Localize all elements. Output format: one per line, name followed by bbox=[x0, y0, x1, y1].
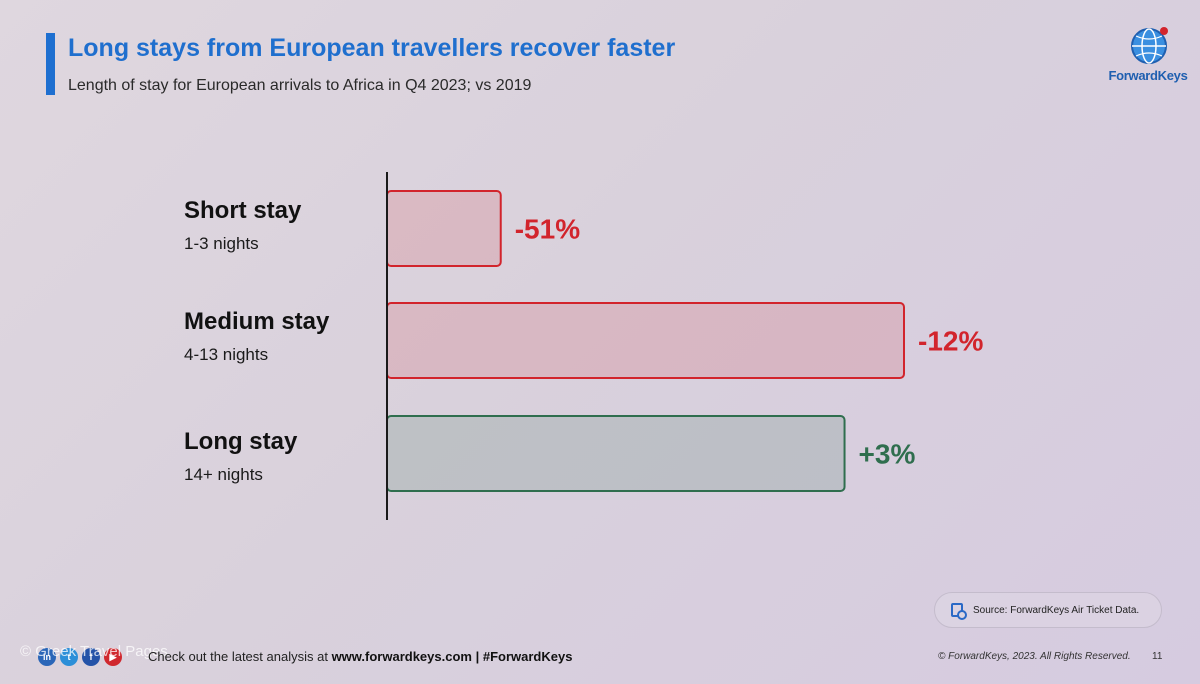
category-subtitle: 4-13 nights bbox=[184, 345, 268, 364]
page-title: Long stays from European travellers reco… bbox=[68, 34, 676, 62]
linkedin-icon[interactable]: in bbox=[38, 648, 56, 666]
footer-separator: | bbox=[475, 649, 480, 664]
category-subtitle: 1-3 nights bbox=[184, 234, 259, 253]
copyright: © ForwardKeys, 2023. All Rights Reserved… bbox=[938, 651, 1131, 662]
source-note: Source: ForwardKeys Air Ticket Data. bbox=[934, 592, 1162, 628]
footer: in t f ▶ © Greek Travel Pages Check out … bbox=[0, 640, 1200, 680]
page-number: 11 bbox=[1152, 651, 1163, 662]
bar-long-stay bbox=[386, 415, 846, 492]
category-label: Medium stay bbox=[184, 308, 330, 335]
source-text: Source: ForwardKeys Air Ticket Data. bbox=[973, 604, 1140, 616]
footer-link[interactable]: www.forwardkeys.com bbox=[331, 649, 472, 664]
category-label: Long stay bbox=[184, 428, 298, 455]
logo-text: ForwardKeys bbox=[1108, 68, 1188, 83]
twitter-icon[interactable]: t bbox=[60, 648, 78, 666]
page-subtitle: Length of stay for European arrivals to … bbox=[68, 77, 532, 94]
youtube-icon[interactable]: ▶ bbox=[104, 648, 122, 666]
title-accent-bar bbox=[46, 33, 55, 95]
watermark: © Greek Travel Pages bbox=[20, 643, 168, 660]
bar-medium-stay bbox=[386, 302, 905, 379]
footer-note: Check out the latest analysis at www.for… bbox=[148, 649, 572, 664]
social-links: in t f ▶ bbox=[38, 648, 122, 666]
footer-note-prefix: Check out the latest analysis at bbox=[148, 649, 328, 664]
document-search-icon bbox=[951, 603, 967, 620]
value-label: -12% bbox=[918, 326, 983, 357]
facebook-icon[interactable]: f bbox=[82, 648, 100, 666]
footer-hashtag[interactable]: #ForwardKeys bbox=[482, 649, 573, 664]
globe-icon bbox=[1131, 27, 1168, 64]
category-label: Short stay bbox=[184, 197, 302, 224]
bar-short-stay bbox=[386, 190, 502, 267]
category-subtitle: 14+ nights bbox=[184, 465, 263, 484]
value-label: +3% bbox=[859, 439, 916, 470]
value-label: -51% bbox=[515, 214, 580, 245]
